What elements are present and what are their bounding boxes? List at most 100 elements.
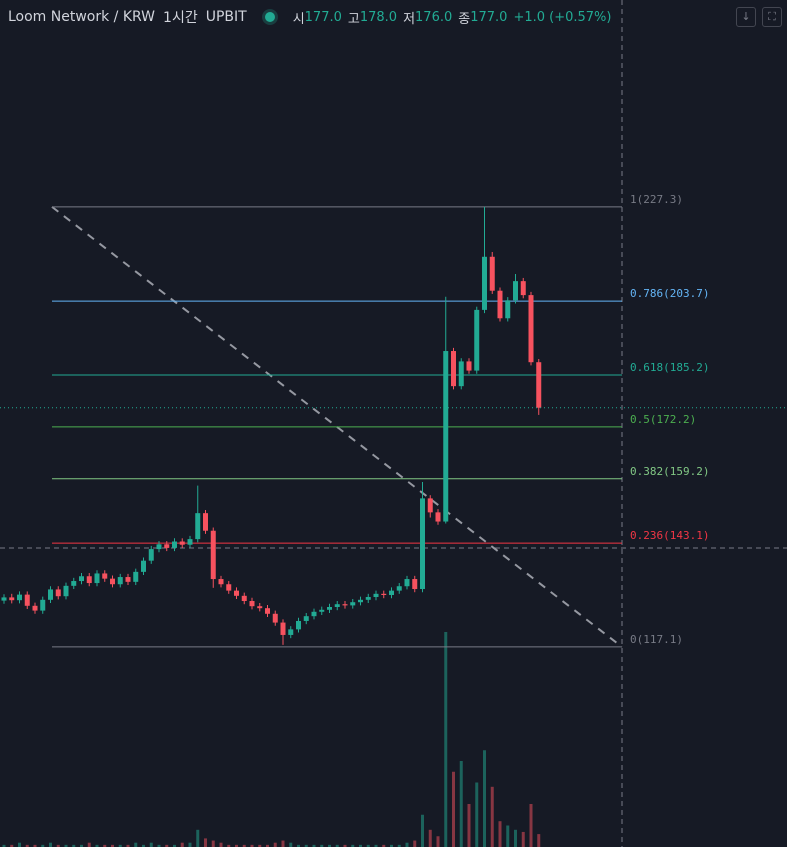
volume-bar (444, 632, 448, 847)
volume-bar (273, 842, 277, 847)
volume-bar (366, 844, 370, 847)
candle-body (148, 549, 154, 561)
volume-bar (397, 844, 401, 847)
volume-bar (173, 844, 176, 847)
candle-body (396, 586, 402, 591)
candle-body (179, 541, 185, 545)
candle-body (241, 595, 247, 602)
volume-bar (2, 844, 6, 847)
volume-bar (343, 844, 347, 847)
fib-level-label: 0(117.1) (630, 633, 683, 646)
candle-body (55, 589, 61, 597)
candle-body (141, 560, 146, 572)
volume-bar (72, 844, 76, 847)
volume-bar (537, 834, 541, 847)
volume-bar (514, 829, 517, 847)
volume-bar (118, 844, 122, 847)
volume-bar (134, 842, 138, 847)
volume-bar (41, 844, 45, 847)
volume-bar (312, 844, 316, 847)
candle-body (257, 606, 263, 609)
candle-body (172, 541, 177, 548)
candle-body (466, 361, 472, 371)
exchange: UPBIT (205, 9, 247, 25)
candle-body (443, 351, 449, 522)
low-value: 176.0 (415, 9, 453, 25)
candle-body (234, 590, 239, 596)
candle-body (303, 616, 309, 621)
candle-body (358, 599, 363, 603)
volume-bar (142, 844, 145, 847)
collapse-button[interactable]: ↓ (736, 7, 756, 27)
volume-bar (467, 804, 471, 847)
volume-bar (111, 844, 114, 847)
candle-body (110, 578, 115, 585)
interval[interactable]: 1시간 (163, 10, 198, 26)
volume-bar (297, 844, 300, 847)
fib-level-label: 0.618(185.2) (630, 361, 709, 374)
candle-body (17, 594, 22, 601)
candle-body (505, 300, 511, 319)
candle-body (48, 589, 53, 600)
volume-bar (196, 829, 200, 847)
open-label: 시 (292, 11, 305, 27)
volume-bar (10, 844, 14, 847)
candle-body (342, 604, 348, 606)
candle-body (489, 256, 495, 291)
fullscreen-button[interactable]: ⛶ (762, 7, 782, 27)
candle-body (373, 593, 379, 598)
candle-body (63, 585, 69, 597)
candle-body (420, 498, 425, 590)
fib-level-label: 0.382(159.2) (630, 465, 709, 478)
volume-bar (498, 821, 502, 847)
volume-bar (126, 844, 130, 847)
fib-level-label: 0.5(172.2) (630, 413, 696, 426)
volume-bar (211, 840, 215, 847)
volume-bar (351, 844, 355, 847)
candle-body (125, 577, 131, 582)
volume-bar (157, 844, 161, 847)
candle-body (334, 604, 340, 607)
legend-bar: Loom Network / KRW 1시간 UPBIT 시 177.0 고 178… (8, 6, 611, 28)
candle-body (520, 281, 526, 296)
volume-bar (235, 844, 238, 847)
candle-body (296, 620, 301, 630)
candle-body (280, 622, 286, 635)
candle-body (451, 351, 456, 387)
candle-body (79, 576, 84, 582)
fib-level-label: 0.786(203.7) (630, 287, 709, 300)
volume-bar (289, 842, 293, 847)
volume-bar (64, 844, 68, 847)
candle-body (327, 606, 332, 610)
volume-bar (459, 761, 463, 847)
volume-bar (506, 825, 510, 847)
volume-bar (452, 771, 455, 847)
volume-bar (436, 836, 440, 847)
candle-body (427, 498, 433, 513)
candle-body (9, 597, 15, 601)
status-dot (264, 12, 275, 22)
candle-body (117, 577, 123, 585)
fib-level-label: 1(227.3) (630, 193, 683, 206)
candle-body (350, 602, 356, 606)
symbol[interactable]: Loom Network / KRW (8, 9, 156, 25)
candle-body (365, 597, 371, 600)
candle-body (164, 544, 170, 548)
volume-bar (281, 840, 285, 847)
candle-body (102, 573, 108, 579)
candle-body (412, 579, 418, 590)
candle-body (32, 605, 38, 611)
volume-bar (413, 840, 417, 847)
volume-bar (95, 844, 99, 847)
volume-bar (165, 844, 169, 847)
volume-bar (266, 844, 269, 847)
candle-body (482, 256, 487, 310)
volume-bar (149, 842, 153, 847)
volume-bar (335, 844, 339, 847)
volume-bar (382, 844, 386, 847)
volume-bar (33, 844, 37, 847)
volume-bar (242, 844, 246, 847)
candle-body (133, 571, 139, 582)
